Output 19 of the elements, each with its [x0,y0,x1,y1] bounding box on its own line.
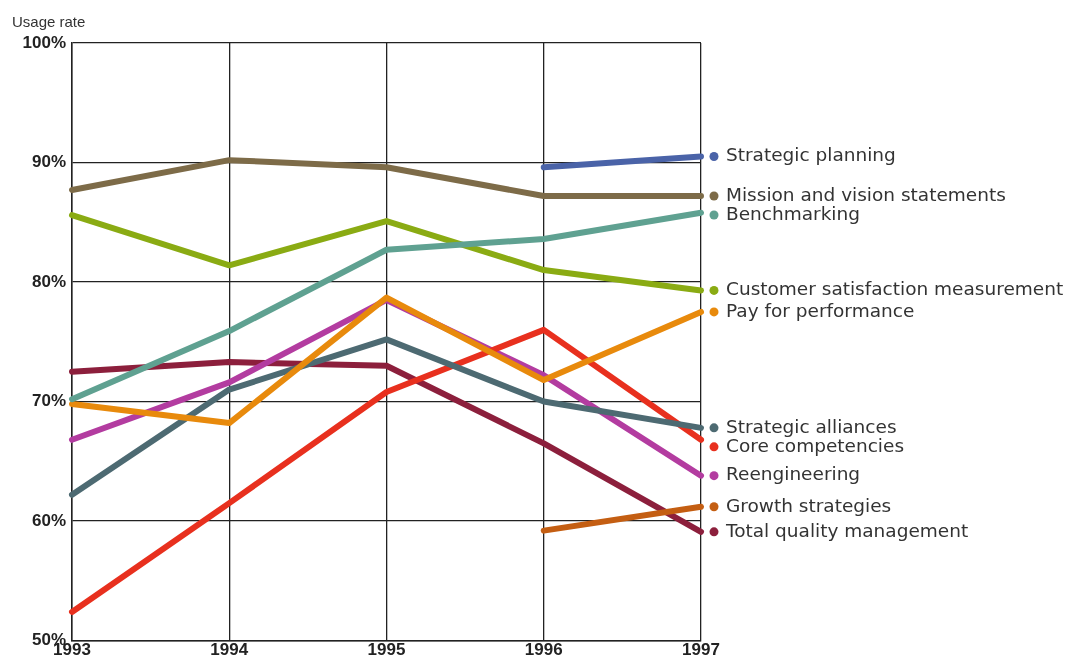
y-tick-label: 80% [31,271,66,291]
x-tick-label: 1997 [682,640,720,660]
legend-label: Pay for performance [726,299,915,321]
y-tick-label: 70% [31,391,66,411]
x-tick-label: 1995 [367,640,406,660]
legend-label: Strategic planning [726,144,896,166]
legend-label: Strategic alliances [726,415,897,437]
legend-label: Growth strategies [726,494,892,516]
x-tick-label: 1994 [210,640,249,660]
legend-label: Benchmarking [726,202,860,224]
y-axis-title: Usage rate [12,13,86,30]
legend-label: Mission and vision statements [726,183,1006,205]
legend-label: Customer satisfaction measurement [726,278,1064,300]
y-tick-label: 100% [22,32,66,52]
y-tick-label: 60% [31,510,66,530]
legend-label: Total quality management [725,519,969,541]
legend-label: Reengineering [726,463,861,485]
y-tick-label: 90% [31,152,66,172]
x-tick-label: 1996 [524,640,563,660]
